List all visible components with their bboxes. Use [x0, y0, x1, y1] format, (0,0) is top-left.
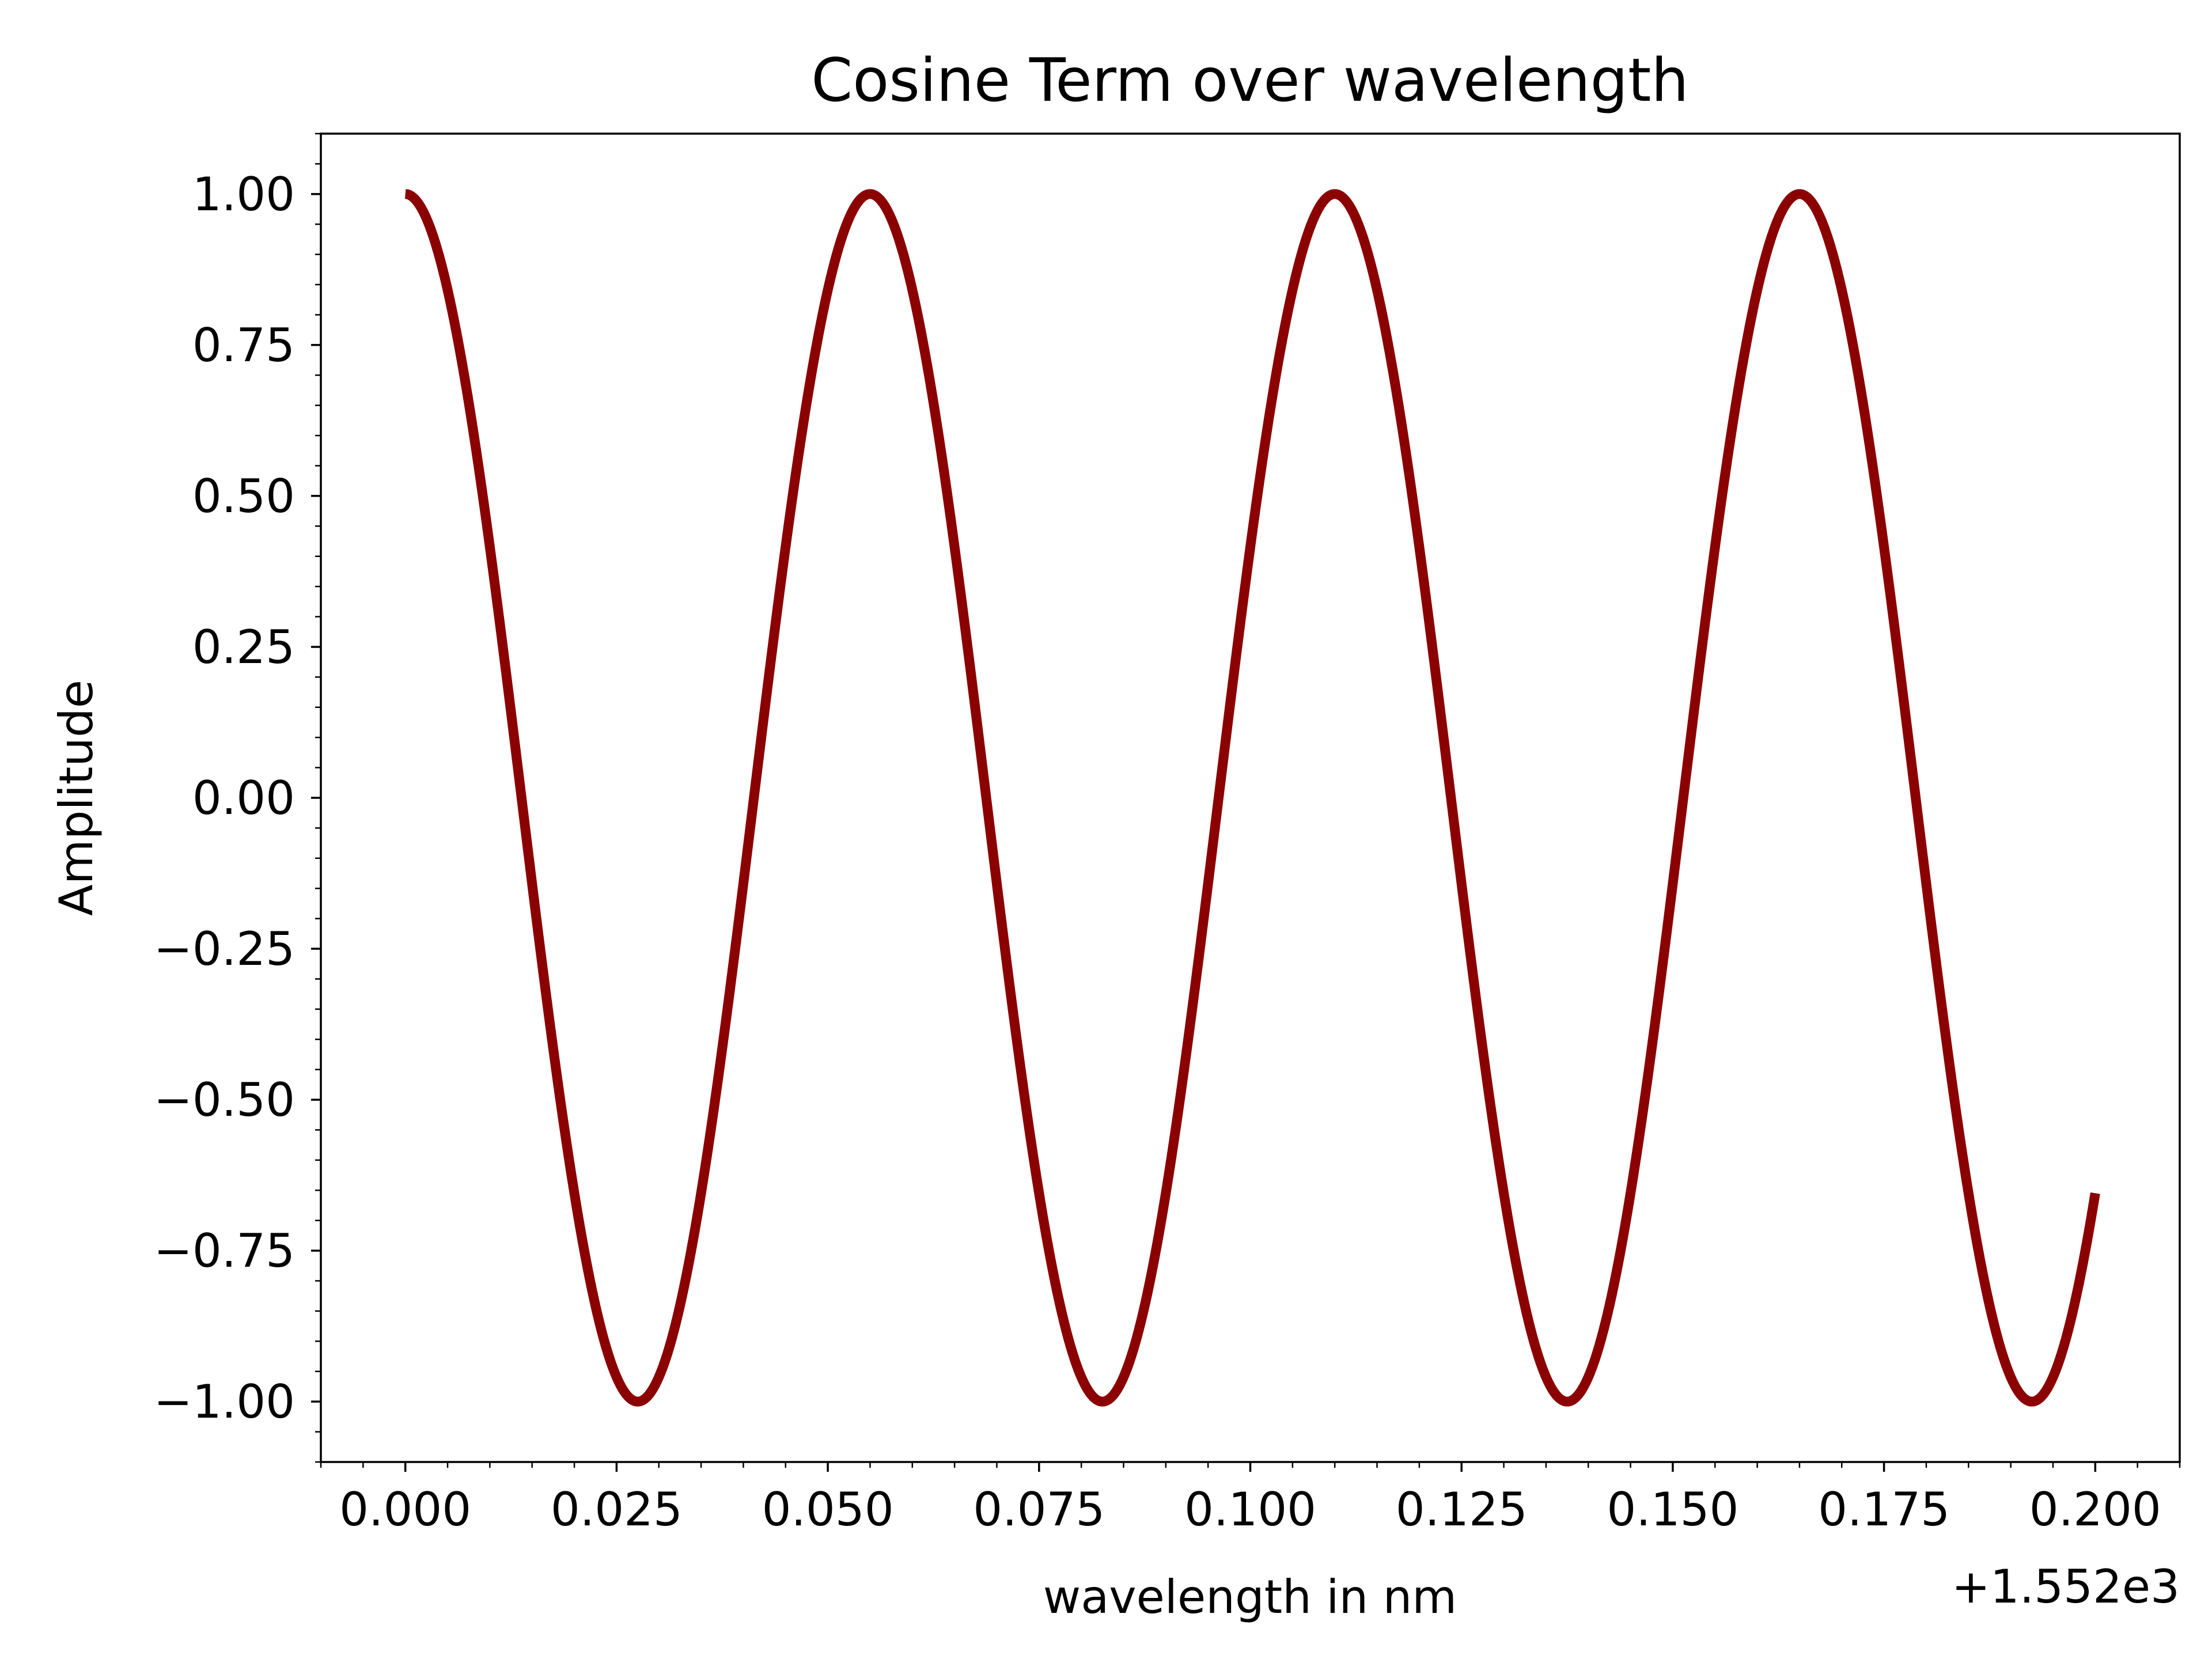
y-axis-label: Amplitude — [50, 680, 103, 916]
x-tick-label: 0.175 — [1818, 1483, 1950, 1536]
x-tick-label: 0.100 — [1184, 1483, 1316, 1536]
series-line-0 — [402, 189, 2100, 1407]
x-tick-label: 0.025 — [551, 1483, 683, 1536]
x-tick-label: 0.000 — [339, 1483, 471, 1536]
x-offset-label: +1.552e3 — [1952, 1560, 2180, 1613]
y-tick-label: 0.25 — [192, 620, 295, 674]
y-tick-label: −1.00 — [154, 1375, 295, 1429]
chart-title: Cosine Term over wavelength — [811, 46, 1688, 115]
x-tick-label: 0.125 — [1396, 1483, 1528, 1536]
x-tick-label: 0.200 — [2029, 1483, 2161, 1536]
y-tick-label: −0.50 — [154, 1073, 295, 1127]
plot-frame — [320, 132, 2181, 1463]
y-tick-label: 1.00 — [192, 168, 295, 221]
y-tick-label: 0.50 — [192, 469, 295, 523]
y-tick-label: 0.75 — [192, 319, 295, 372]
y-tick-label: −0.25 — [154, 922, 295, 976]
y-tick-label: 0.00 — [192, 771, 295, 825]
y-tick-label: −0.75 — [154, 1224, 295, 1278]
x-axis-label: wavelength in nm — [1043, 1570, 1457, 1624]
x-tick-label: 0.075 — [973, 1483, 1105, 1536]
x-tick-label: 0.050 — [762, 1483, 894, 1536]
x-tick-label: 0.150 — [1607, 1483, 1738, 1536]
